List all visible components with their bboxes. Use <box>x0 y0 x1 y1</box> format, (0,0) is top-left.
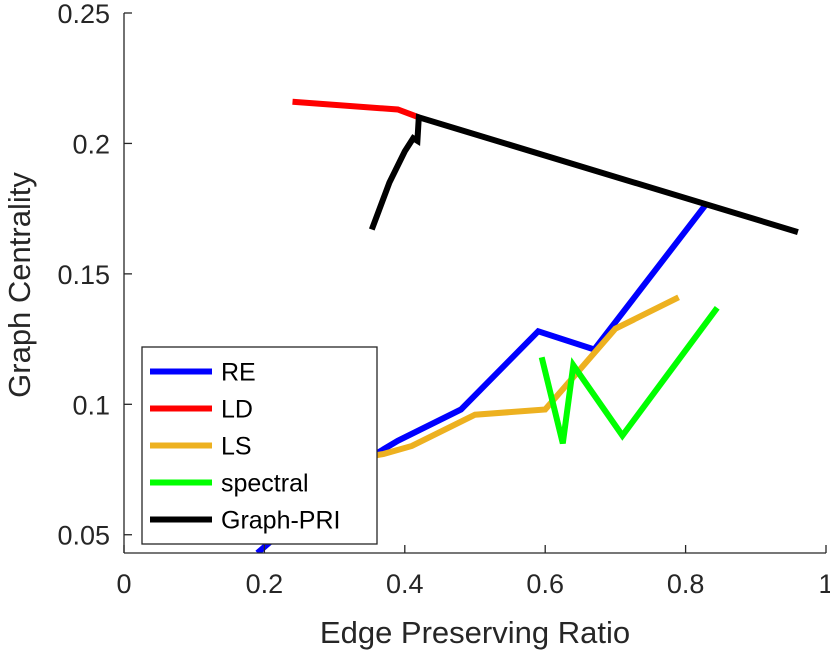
x-tick-label: 0 <box>116 569 131 599</box>
legend-label: Graph-PRI <box>221 507 340 535</box>
series-line-graph-pri <box>368 113 799 235</box>
x-tick-label: 0.2 <box>246 569 284 599</box>
x-tick-label: 0.8 <box>667 569 705 599</box>
legend-label: LD <box>221 396 253 424</box>
legend-label: RE <box>221 359 256 387</box>
ticks-layer: 0 0.2 0.4 0.6 0.8 1 0.05 0.1 0.15 0.2 0.25 <box>57 0 830 599</box>
y-tick-label: 0.05 <box>57 521 110 551</box>
series-line-ld <box>292 98 420 121</box>
axes-layer <box>123 13 826 554</box>
legend-item: spectral <box>150 470 309 498</box>
legend-item: RE <box>150 359 256 387</box>
x-tick-label: 0.4 <box>386 569 424 599</box>
legend-label: spectral <box>221 470 309 498</box>
legend-label: LS <box>221 433 252 461</box>
y-tick-label: 0.15 <box>57 260 110 290</box>
series-line-spectral <box>538 306 720 445</box>
y-tick-label: 0.1 <box>72 390 110 420</box>
legend-item: LD <box>150 396 253 424</box>
legend-item: Graph-PRI <box>150 507 340 535</box>
legend-item: LS <box>150 433 252 461</box>
series-line-ls <box>369 294 680 460</box>
y-tick-label: 0.25 <box>57 0 110 29</box>
legend: RE LD LS spectral Graph-PRI <box>141 346 378 545</box>
x-axis-label: Edge Preserving Ratio <box>320 615 630 650</box>
y-tick-label: 0.2 <box>72 129 110 159</box>
x-tick-label: 1 <box>818 569 830 599</box>
y-axis-label: Graph Centrality <box>2 172 37 398</box>
x-tick-label: 0.6 <box>526 569 564 599</box>
